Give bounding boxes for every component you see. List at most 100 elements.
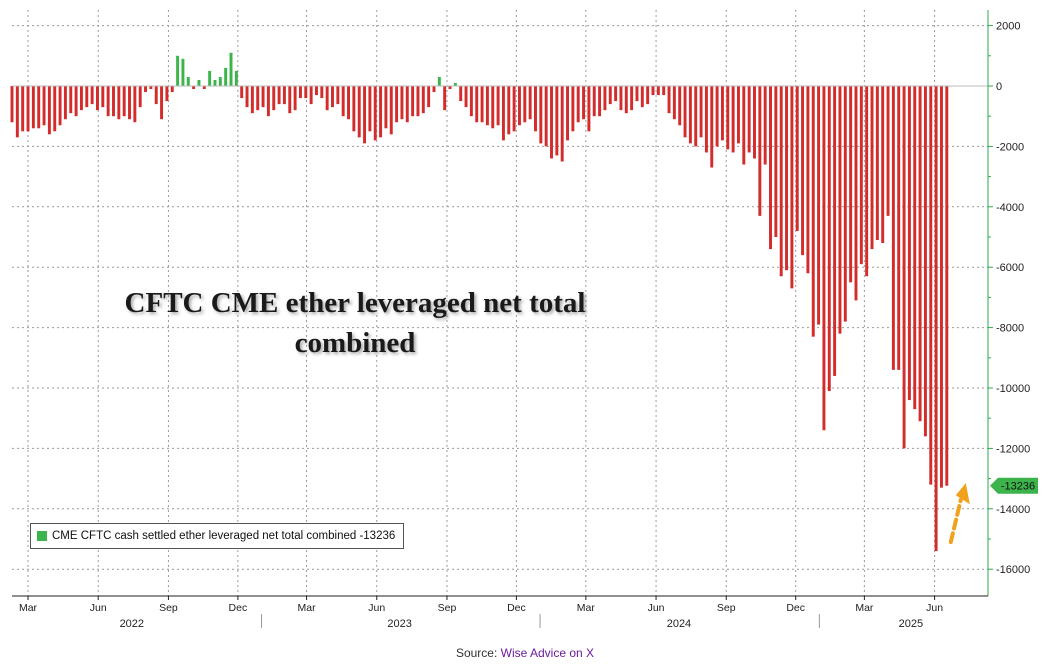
data-bar — [95, 86, 99, 111]
data-bar — [838, 86, 842, 334]
y-tick-label: -14000 — [996, 504, 1030, 516]
data-bar — [929, 86, 933, 485]
data-bar — [304, 86, 308, 99]
data-bar — [603, 86, 607, 111]
data-bar — [31, 86, 35, 129]
data-bar — [154, 86, 158, 105]
data-bar — [907, 86, 911, 401]
data-bar — [667, 86, 671, 114]
x-tick-label: Jun — [648, 602, 665, 614]
data-bar — [411, 86, 415, 117]
data-bar — [10, 86, 14, 123]
x-year-label: 2023 — [387, 618, 411, 630]
x-tick-label: Mar — [19, 602, 38, 614]
data-bar — [37, 86, 41, 129]
data-bar — [779, 86, 783, 277]
x-tick-label: Sep — [438, 602, 457, 614]
data-bar — [336, 86, 340, 105]
data-bar — [122, 86, 126, 117]
data-bar — [576, 86, 580, 123]
data-bar — [491, 86, 495, 129]
data-bar — [192, 86, 196, 90]
data-bar — [683, 86, 687, 138]
legend-swatch — [37, 531, 47, 541]
data-bar — [443, 86, 447, 111]
data-bar — [347, 86, 350, 120]
data-bar — [560, 86, 564, 162]
data-bar — [646, 86, 650, 105]
data-bar — [208, 70, 212, 86]
data-bar — [224, 67, 228, 86]
data-bar — [694, 86, 698, 147]
data-bar — [325, 86, 329, 111]
data-bar — [785, 86, 789, 271]
data-bar — [352, 86, 356, 132]
data-bar — [897, 86, 901, 370]
data-bar — [250, 86, 254, 114]
data-bar — [459, 86, 463, 102]
data-bar — [945, 86, 949, 486]
data-bar — [736, 86, 740, 144]
x-tick-label: Sep — [159, 602, 178, 614]
data-bar — [128, 86, 131, 120]
data-bar — [309, 86, 313, 105]
data-bar — [85, 86, 89, 108]
data-bar — [47, 86, 51, 135]
data-bar — [90, 86, 94, 105]
data-bar — [240, 86, 244, 99]
data-bar — [427, 86, 431, 108]
data-bar — [298, 86, 302, 99]
x-tick-label: Jun — [90, 602, 107, 614]
data-bar — [101, 86, 105, 108]
data-bar — [149, 86, 153, 90]
bar-chart: 2000 0 -2000 -4000 -6000 -8000 -10000 -12000 -14… — [10, 10, 1038, 630]
data-bar — [747, 86, 751, 153]
data-bar — [357, 86, 361, 138]
data-bar — [469, 86, 473, 117]
data-bar — [405, 86, 409, 123]
data-bar — [587, 86, 591, 132]
data-bar — [704, 86, 708, 153]
legend-label: CME CFTC cash settled ether leveraged ne… — [52, 530, 396, 542]
data-bar — [881, 86, 885, 244]
data-bar — [496, 86, 500, 126]
data-bar — [400, 86, 404, 120]
data-bar — [480, 86, 484, 123]
data-bar — [875, 86, 879, 241]
data-bar — [245, 86, 249, 108]
data-bar — [63, 86, 67, 120]
data-bar — [368, 86, 372, 132]
data-bar — [614, 86, 618, 102]
data-bar — [817, 86, 821, 325]
data-bar — [165, 86, 169, 102]
data-bar — [106, 86, 110, 117]
data-bar — [720, 86, 724, 141]
y-tick-label: -12000 — [996, 443, 1030, 455]
data-bar — [902, 86, 906, 449]
data-bar — [79, 86, 83, 111]
data-bar — [806, 86, 810, 274]
annotation-arrow-shaft — [948, 497, 963, 545]
data-bar — [277, 86, 281, 105]
data-bar — [758, 86, 762, 216]
data-bar — [331, 86, 334, 108]
data-bar — [416, 86, 420, 117]
data-bar — [763, 86, 767, 165]
data-bar — [688, 86, 692, 144]
data-bar — [475, 86, 479, 123]
source-prefix: Source: — [455, 646, 498, 660]
data-bar — [197, 79, 201, 86]
data-bar — [69, 86, 73, 114]
data-bar — [731, 86, 735, 153]
data-bar — [448, 86, 452, 90]
y-tick-label: -2000 — [996, 141, 1024, 153]
data-bar — [827, 86, 831, 392]
source-link[interactable]: Wise Advice on X — [500, 646, 595, 660]
data-bar — [934, 86, 938, 552]
data-bar — [341, 86, 345, 117]
data-bar — [229, 52, 233, 86]
data-bar — [512, 86, 516, 132]
data-bar — [138, 86, 142, 108]
y-tick-label: 0 — [996, 81, 1002, 93]
data-bar — [58, 86, 62, 126]
